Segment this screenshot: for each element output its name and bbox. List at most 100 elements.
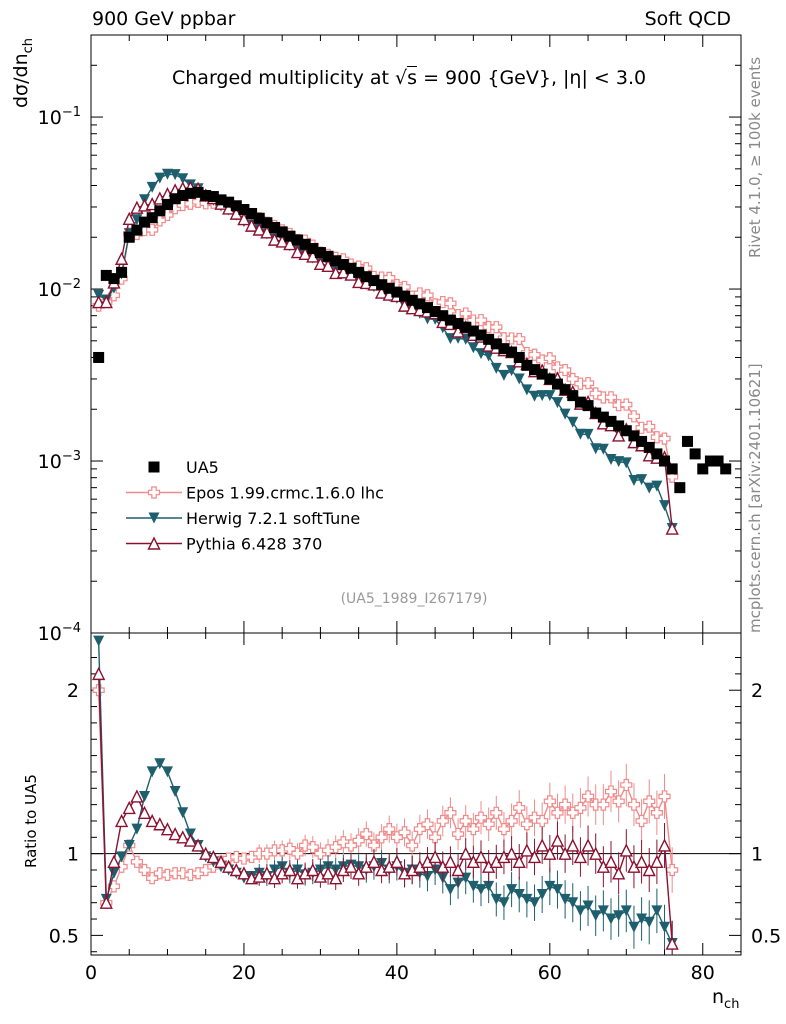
legend-label: Epos 1.99.crmc.1.6.0 lhc <box>186 484 384 503</box>
series-1-ratio-point <box>429 831 442 844</box>
series-3-ratio-point <box>260 866 274 880</box>
series-2-ratio-point <box>513 889 525 901</box>
series-3-ratio-point <box>428 849 442 864</box>
y-tick-label-exp: −4 <box>62 621 81 636</box>
x-tick-label: 40 <box>385 962 409 984</box>
ua5-data-point <box>261 217 273 229</box>
ua5-data-point <box>391 286 403 298</box>
series-1-point <box>490 321 503 334</box>
series-2-ratio-point <box>636 913 648 925</box>
series-2-ratio-point <box>567 897 579 909</box>
ua5-data-point <box>269 221 281 233</box>
ua5-data-point <box>636 435 648 447</box>
series-1-ratio-point <box>650 806 663 819</box>
series-2-ratio-point <box>574 905 586 917</box>
series-3-ratio-point <box>566 838 580 852</box>
series-2-ratio-point <box>659 921 671 933</box>
series-1-ratio-point <box>153 867 166 880</box>
ua5-data-point <box>299 238 311 250</box>
y-tick-label-exp: −3 <box>62 449 81 464</box>
series-2-point <box>529 390 541 402</box>
series-2-ratio-point <box>444 884 456 896</box>
series-2-ratio-point <box>643 916 655 928</box>
legend-marker <box>147 536 161 550</box>
ratio-tick-label-right: 2 <box>751 680 763 702</box>
series-3-ratio-point <box>665 936 679 950</box>
ua5-data-point <box>483 333 495 345</box>
series-3-ratio-point <box>229 862 243 877</box>
ua5-data-point <box>108 273 120 285</box>
ratio-tick-label-left: 1 <box>67 844 79 866</box>
series-2-point <box>177 173 189 185</box>
series-2-ratio-point <box>475 884 487 896</box>
y-tick-label-base: 10 <box>38 451 62 473</box>
series-3-ratio-point <box>558 846 572 860</box>
series-3-ratio-point <box>535 838 549 852</box>
series-1-point <box>436 295 449 309</box>
ua5-data-point <box>659 455 671 467</box>
series-1-point <box>107 289 121 302</box>
ua5-data-point <box>146 212 158 224</box>
series-1-point <box>658 432 671 445</box>
ua5-data-point <box>490 338 502 350</box>
ua5-data-point <box>330 255 342 267</box>
ua5-data-point <box>521 359 533 371</box>
y-tick-label: 10−2 <box>38 277 81 301</box>
series-3-ratio-point <box>321 866 335 880</box>
series-1-ratio-point <box>299 839 312 852</box>
series-1-ratio-point <box>520 818 533 831</box>
series-2-ratio-point <box>146 766 158 778</box>
ua5-data-point <box>154 205 166 217</box>
series-2-ratio-point <box>521 893 533 905</box>
series-3-point <box>114 251 129 265</box>
series-1-ratio-point <box>543 795 556 808</box>
ua5-data-point <box>161 199 173 211</box>
series-3-line <box>98 186 673 529</box>
ua5-data-point <box>720 463 732 475</box>
series-1-ratio-point <box>367 839 381 852</box>
series-3-point <box>252 222 266 236</box>
series-2-point <box>651 480 663 492</box>
ua5-data-point <box>544 373 556 385</box>
ua5-data-point <box>536 368 548 380</box>
ua5-data-point <box>467 325 479 337</box>
ua5-data-point <box>376 279 388 291</box>
legend-marker <box>148 461 160 473</box>
series-3-ratio-point <box>137 805 152 819</box>
ua5-data-point <box>307 243 319 255</box>
ua5-data-point <box>613 420 625 432</box>
series-3-ratio-point <box>604 854 618 869</box>
series-3-ratio-point <box>92 666 106 681</box>
ua5-data-point <box>437 310 449 322</box>
ua5-data-point <box>620 425 632 437</box>
ua5-data-point <box>276 226 288 238</box>
series-1-ratio-point <box>536 814 549 828</box>
series-2-ratio-point <box>551 884 563 896</box>
series-2-ratio-point <box>597 905 609 917</box>
series-2-ratio-point <box>131 823 143 835</box>
series-3-ratio-point <box>612 866 626 880</box>
ua5-data-point <box>406 294 418 306</box>
series-1-ratio-point <box>360 827 373 841</box>
series-2-ratio-point <box>590 910 602 922</box>
series-2-point <box>146 181 158 193</box>
x-axis-label-sub: ch <box>724 996 740 1012</box>
series-3-point <box>290 244 305 259</box>
chart-title-prefix: Charged multiplicity at <box>172 67 396 89</box>
x-tick-label: 20 <box>232 962 256 984</box>
series-2-ratio-point <box>467 880 479 892</box>
series-2-ratio-point <box>559 893 571 905</box>
ratio-series-group <box>92 635 679 955</box>
series-2-point <box>154 172 166 184</box>
series-3-ratio-point <box>451 862 465 877</box>
series-3-point <box>665 521 679 535</box>
series-3-ratio-point <box>367 854 381 869</box>
series-1-point <box>581 377 595 390</box>
chart-header-right: Soft QCD <box>644 8 731 30</box>
ua5-data-point <box>551 378 563 390</box>
ua5-data-point <box>574 396 586 408</box>
series-2-point <box>597 443 609 455</box>
series-2-point <box>620 457 632 469</box>
series-2-ratio-point <box>93 635 105 647</box>
series-1-ratio-point <box>551 806 564 819</box>
